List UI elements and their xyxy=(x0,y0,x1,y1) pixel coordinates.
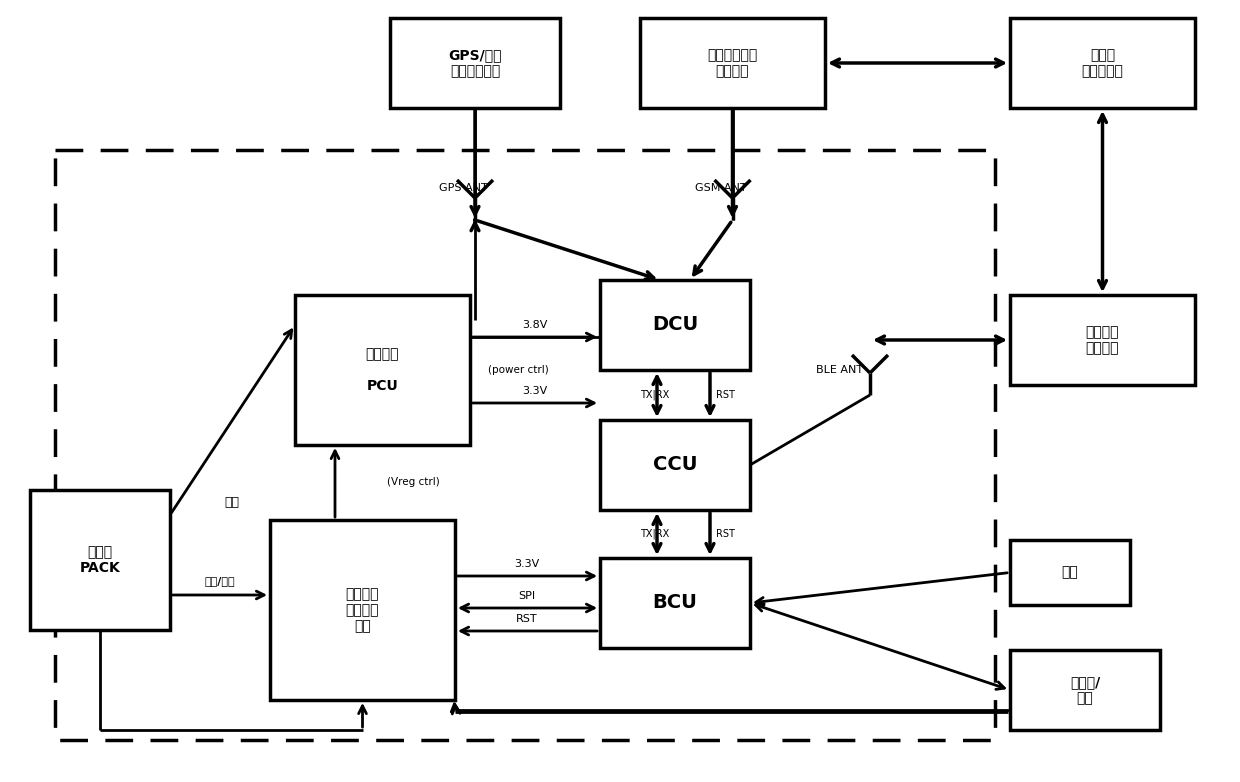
Text: 3.8V: 3.8V xyxy=(522,320,548,330)
Text: (Vreg ctrl): (Vreg ctrl) xyxy=(387,477,440,487)
Text: 电池组
PACK: 电池组 PACK xyxy=(79,545,120,575)
Text: TX|RX: TX|RX xyxy=(640,529,670,540)
Bar xyxy=(391,18,560,108)
Text: 手持终端
（手机）: 手持终端 （手机） xyxy=(1086,325,1120,355)
Text: GPS ANT: GPS ANT xyxy=(439,183,487,193)
Bar xyxy=(600,280,750,370)
Text: BLE ANT: BLE ANT xyxy=(816,365,863,375)
Bar xyxy=(295,295,470,445)
Text: 3.3V: 3.3V xyxy=(522,386,548,396)
Text: GSM ANT: GSM ANT xyxy=(694,183,746,193)
Text: DCU: DCU xyxy=(652,315,698,335)
Bar xyxy=(30,490,170,630)
Text: 移动通信系统
（基站）: 移动通信系统 （基站） xyxy=(707,48,758,78)
Bar xyxy=(640,18,825,108)
Bar xyxy=(1011,650,1159,730)
Text: SPI: SPI xyxy=(518,591,536,601)
Text: (power ctrl): (power ctrl) xyxy=(489,365,549,375)
Bar xyxy=(600,420,750,510)
Text: TX|RX: TX|RX xyxy=(640,389,670,400)
Text: 3.3V: 3.3V xyxy=(515,559,539,569)
Text: 电源模块

PCU: 电源模块 PCU xyxy=(366,346,399,393)
Text: 电池模拟
前端采集
芯片: 电池模拟 前端采集 芯片 xyxy=(346,586,379,633)
Text: 供电: 供电 xyxy=(224,496,239,508)
Text: GPS/北斗
卫星定位系统: GPS/北斗 卫星定位系统 xyxy=(448,48,502,78)
Text: 物联网
（服务器）: 物联网 （服务器） xyxy=(1081,48,1123,78)
Text: 采样/均衡: 采样/均衡 xyxy=(205,576,236,586)
Text: RST: RST xyxy=(715,529,734,539)
Bar xyxy=(600,558,750,648)
Bar xyxy=(270,520,455,700)
Bar xyxy=(1011,540,1130,605)
Bar xyxy=(1011,295,1195,385)
Text: 充电器/
负载: 充电器/ 负载 xyxy=(1070,675,1100,705)
Bar xyxy=(1011,18,1195,108)
Text: 按键: 按键 xyxy=(1061,565,1079,579)
Text: BCU: BCU xyxy=(652,594,697,612)
Text: CCU: CCU xyxy=(652,455,697,475)
Text: RST: RST xyxy=(516,614,538,624)
Text: RST: RST xyxy=(715,390,734,400)
Bar xyxy=(55,150,994,740)
